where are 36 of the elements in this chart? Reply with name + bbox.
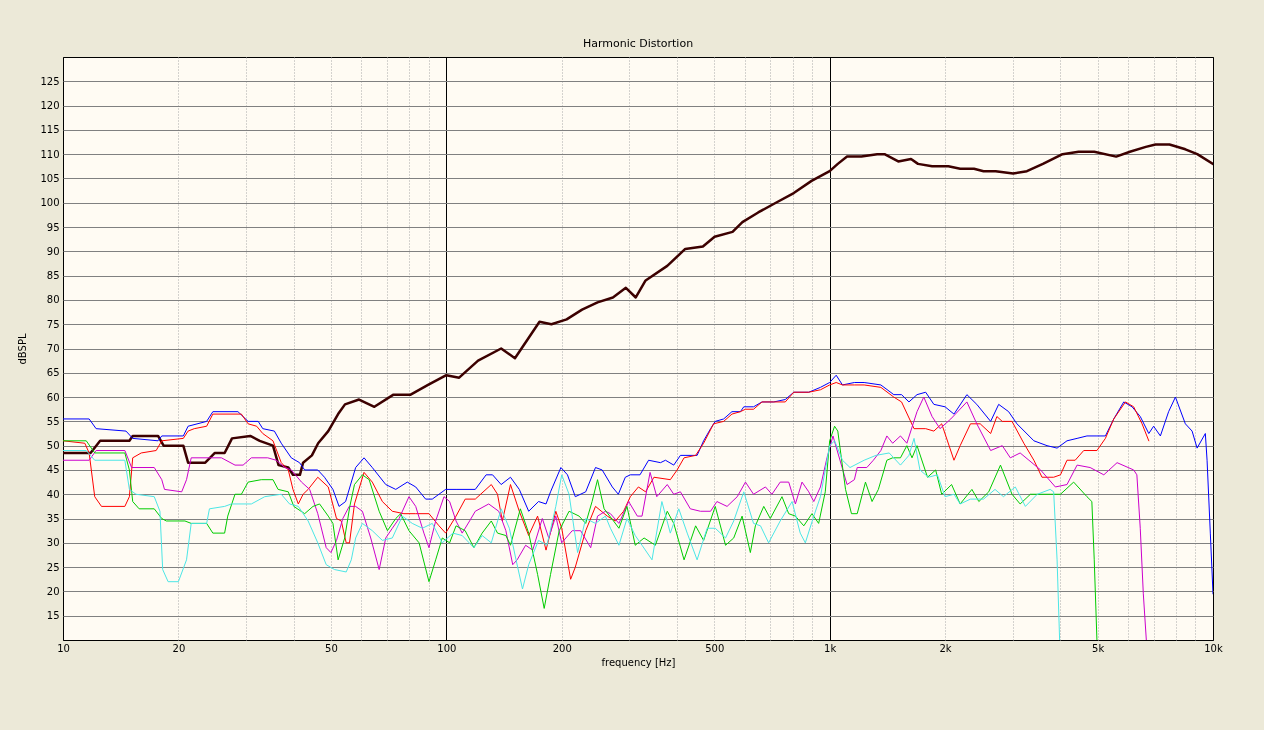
y-tick-label: 80 <box>46 294 60 306</box>
y-tick-label: 115 <box>40 124 60 136</box>
y-tick-label: 25 <box>46 561 60 573</box>
x-tick-label: 500 <box>705 642 725 654</box>
y-tick-label: 20 <box>46 585 60 597</box>
chart-title: Harmonic Distortion <box>582 37 694 50</box>
x-tick-label: 100 <box>437 642 457 654</box>
y-tick-label: 105 <box>40 172 60 184</box>
x-tick-label: 20 <box>172 642 186 654</box>
y-tick-label: 45 <box>46 464 60 476</box>
y-axis-title: dBSPL <box>17 333 29 365</box>
y-tick-label: 35 <box>46 513 60 525</box>
y-tick-label: 60 <box>46 391 60 403</box>
x-tick-label: 200 <box>552 642 572 654</box>
y-tick-label: 70 <box>46 343 60 354</box>
y-tick-label: 55 <box>46 415 60 427</box>
y-tick-label: 15 <box>46 610 60 622</box>
y-tick-label: 30 <box>46 537 60 549</box>
x-tick-label: 50 <box>325 642 338 654</box>
y-tick-label: 50 <box>46 440 60 452</box>
x-tick-label: 1k <box>824 642 837 654</box>
x-tick-label: 10k <box>1204 642 1223 654</box>
x-tick-label: 5k <box>1092 642 1105 654</box>
y-tick-label: 90 <box>46 245 60 257</box>
x-axis-title: frequency [Hz] <box>601 656 676 668</box>
y-tick-label: 65 <box>46 367 60 379</box>
y-tick-label: 85 <box>46 270 60 282</box>
y-tick-label: 95 <box>46 221 60 233</box>
y-tick-label: 100 <box>40 197 60 209</box>
y-tick-label: 40 <box>46 488 60 500</box>
y-tick-label: 75 <box>46 318 60 330</box>
y-tick-label: 110 <box>40 148 60 160</box>
y-tick-label: 125 <box>40 75 60 87</box>
x-tick-label: 2k <box>939 642 952 654</box>
x-tick-label: 10 <box>57 642 70 654</box>
y-tick-label: 120 <box>40 100 60 112</box>
